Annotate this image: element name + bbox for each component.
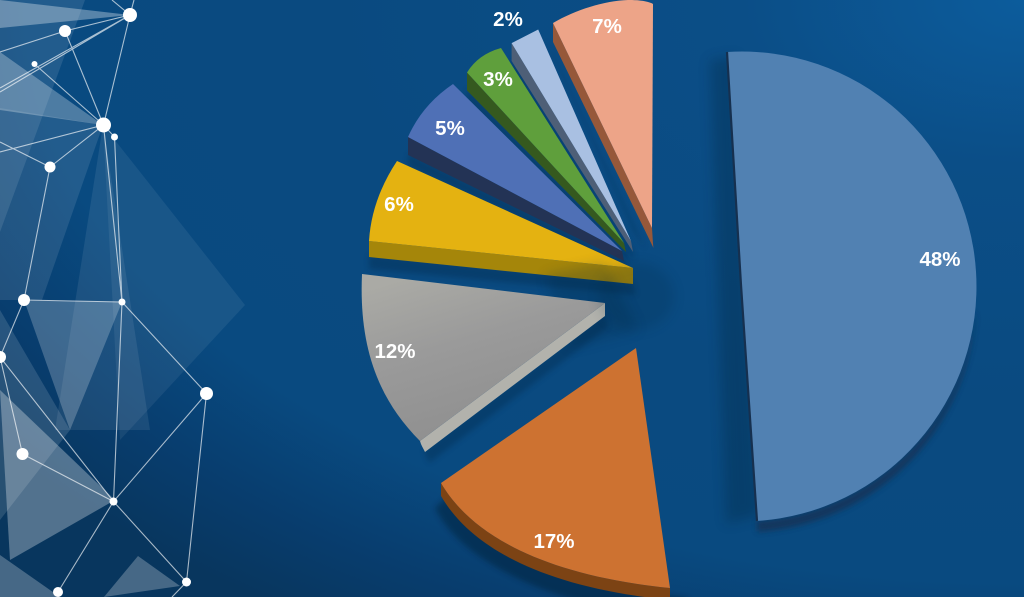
svg-text:7%: 7% [592, 15, 622, 38]
svg-text:2%: 2% [493, 8, 523, 31]
svg-text:12%: 12% [374, 340, 415, 363]
svg-text:6%: 6% [384, 193, 414, 216]
svg-text:5%: 5% [435, 117, 465, 140]
svg-text:17%: 17% [533, 530, 574, 553]
svg-text:48%: 48% [919, 248, 960, 271]
svg-text:3%: 3% [483, 68, 513, 91]
